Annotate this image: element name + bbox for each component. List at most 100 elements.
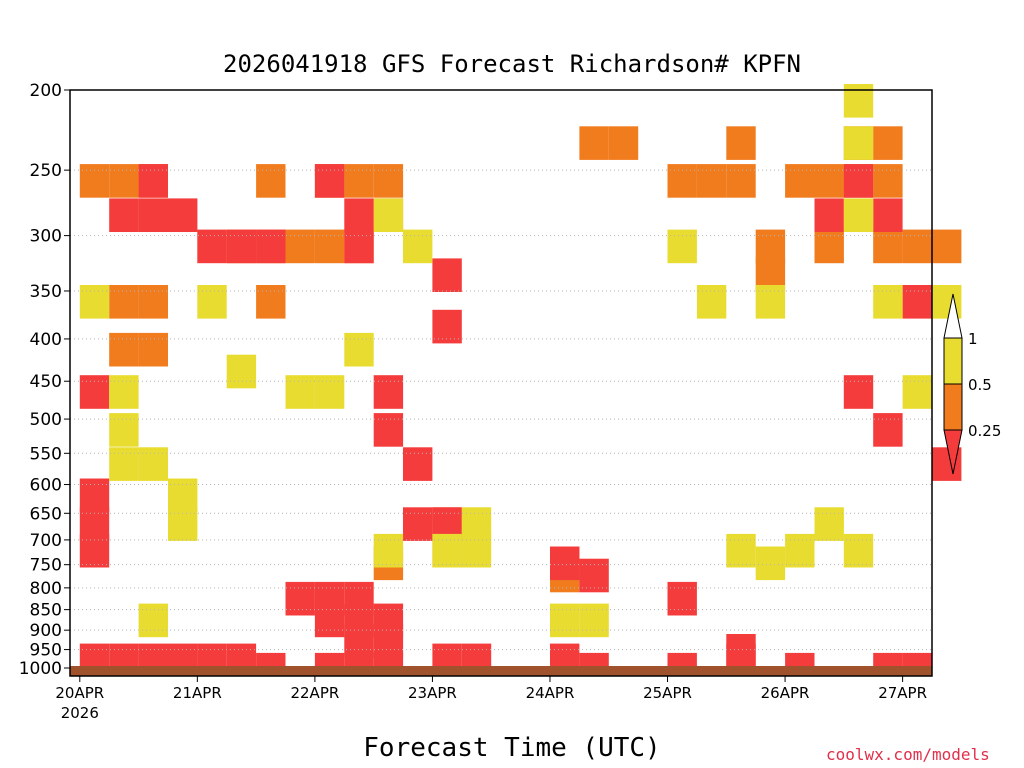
heatmap-cell <box>579 126 609 160</box>
heatmap-cell <box>667 229 697 264</box>
y-tick-label: 900 <box>30 621 62 641</box>
heatmap-cell <box>344 198 374 232</box>
heatmap-cell <box>814 229 844 264</box>
heatmap-cell <box>79 164 110 198</box>
heatmap-cell <box>843 164 874 198</box>
heatmap-cell <box>843 126 874 160</box>
heatmap-cell <box>403 507 433 541</box>
x-tick-label: 21APR <box>173 684 222 702</box>
heatmap-cell <box>432 533 462 568</box>
heatmap-cell <box>785 164 815 198</box>
heatmap-cell <box>314 652 345 668</box>
heatmap-cell <box>461 643 492 668</box>
y-tick-label: 550 <box>30 444 62 464</box>
heatmap-cell <box>226 229 257 264</box>
heatmap-cell <box>344 229 374 264</box>
heatmap-cell <box>814 198 844 232</box>
heatmap-cell <box>344 652 374 668</box>
heatmap-cell <box>197 285 227 319</box>
heatmap-cell <box>667 652 697 668</box>
heatmap-cell <box>873 126 903 160</box>
y-tick-label: 700 <box>30 531 62 551</box>
y-tick-label: 1000 <box>19 659 62 679</box>
heatmap-cell <box>667 581 697 616</box>
heatmap-cell <box>579 652 609 668</box>
heatmap-cell <box>344 624 374 658</box>
x-tick-label: 27APR <box>878 684 927 702</box>
heatmap-cell <box>403 447 433 481</box>
heatmap-cell <box>256 164 286 198</box>
heatmap-cell <box>79 375 110 409</box>
legend-label: 0.25 <box>968 422 1001 440</box>
heatmap-cell <box>138 447 168 481</box>
heatmap-cell <box>843 198 874 232</box>
heatmap-cell <box>873 285 903 319</box>
heatmap-cell <box>726 533 756 568</box>
heatmap-cell <box>79 533 110 568</box>
heatmap-cell <box>168 507 198 541</box>
heatmap-cell <box>344 332 374 367</box>
plot-frame <box>69 89 933 677</box>
y-tick-label: 750 <box>30 556 62 576</box>
y-tick-label: 650 <box>30 504 62 524</box>
heatmap-cell <box>373 198 404 232</box>
heatmap-cell <box>461 507 492 541</box>
heatmap-cell <box>109 164 139 198</box>
heatmap-cell <box>285 375 315 409</box>
legend-swatch <box>943 383 963 431</box>
heatmap-cell <box>550 603 580 638</box>
legend-arrow-bottom <box>943 429 963 475</box>
heatmap-cell <box>226 643 257 668</box>
heatmap-cell <box>873 652 903 668</box>
heatmap-cell <box>373 624 404 658</box>
y-tick-label: 400 <box>30 330 62 350</box>
heatmap-cell <box>755 546 786 581</box>
heatmap-cell <box>373 164 404 198</box>
heatmap-cell <box>432 309 462 344</box>
heatmap-cell <box>314 375 345 409</box>
heatmap-cell <box>138 603 168 638</box>
heatmap-cell <box>608 126 639 160</box>
heatmap-cell <box>579 603 609 638</box>
legend-swatch <box>943 337 963 385</box>
heatmap-cell <box>843 84 874 118</box>
y-tick-label: 250 <box>30 161 62 181</box>
heatmap-cell <box>109 332 139 367</box>
x-tick-label: 25APR <box>643 684 692 702</box>
heatmap-cell <box>314 603 345 638</box>
heatmap-cell <box>550 643 580 668</box>
y-tick-label: 300 <box>30 227 62 247</box>
y-tick-label: 200 <box>30 81 62 101</box>
heatmap-cell <box>932 229 962 264</box>
heatmap-cell <box>550 546 580 581</box>
x-year-label: 2026 <box>61 704 99 722</box>
heatmap-cell <box>373 375 404 409</box>
heatmap-cell <box>314 229 345 264</box>
heatmap-cell <box>902 652 932 668</box>
y-tick-label: 600 <box>30 476 62 496</box>
heatmap-cell <box>696 164 727 198</box>
credit-link[interactable]: coolwx.com/models <box>826 745 990 764</box>
heatmap-cell <box>197 229 227 264</box>
heatmap-cell <box>285 229 315 264</box>
heatmap-cell <box>256 229 286 264</box>
heatmap-cell <box>373 533 404 568</box>
heatmap-cell <box>726 164 756 198</box>
y-tick-label: 450 <box>30 372 62 392</box>
heatmap-cell <box>256 652 286 668</box>
heatmap-cell <box>843 375 874 409</box>
y-tick-label: 800 <box>30 579 62 599</box>
x-tick-label: 24APR <box>526 684 575 702</box>
x-tick-label: 22APR <box>290 684 339 702</box>
heatmap-cell <box>667 164 697 198</box>
heatmap-cell <box>285 581 315 616</box>
ground-strip <box>70 666 932 676</box>
heatmap-cell <box>814 164 844 198</box>
heatmap-cell <box>873 198 903 232</box>
heatmap-cell <box>79 643 110 668</box>
x-tick-label: 23APR <box>408 684 457 702</box>
heatmap-cell <box>873 164 903 198</box>
heatmap-cell <box>197 643 227 668</box>
y-tick-label: 850 <box>30 601 62 621</box>
